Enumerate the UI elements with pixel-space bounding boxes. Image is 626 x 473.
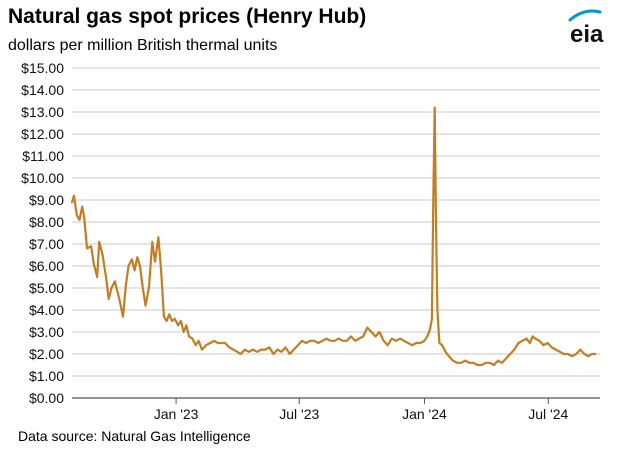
y-tick-label: $9.00: [29, 192, 64, 208]
y-tick-label: $8.00: [29, 214, 64, 230]
y-tick-label: $4.00: [29, 302, 64, 318]
price-series-line: [70, 106, 597, 367]
y-tick-label: $12.00: [21, 126, 64, 142]
y-tick-label: $5.00: [29, 280, 64, 296]
y-tick-label: $6.00: [29, 258, 64, 274]
y-tick-label: $0.00: [29, 390, 64, 406]
eia-logo-icon: eia: [566, 6, 620, 48]
x-tick-label: Jul '24: [528, 406, 568, 422]
y-tick-label: $1.00: [29, 368, 64, 384]
y-tick-label: $10.00: [21, 170, 64, 186]
x-tick-label: Jan '24: [402, 406, 447, 422]
x-tick-label: Jan '23: [154, 406, 199, 422]
y-tick-label: $3.00: [29, 324, 64, 340]
y-tick-label: $7.00: [29, 236, 64, 252]
data-source: Data source: Natural Gas Intelligence: [18, 428, 251, 444]
y-tick-label: $13.00: [21, 104, 64, 120]
chart-title: Natural gas spot prices (Henry Hub): [8, 5, 367, 28]
x-tick-label: Jul '23: [279, 406, 319, 422]
y-tick-label: $2.00: [29, 346, 64, 362]
y-tick-label: $15.00: [21, 60, 64, 76]
logo-text: eia: [570, 21, 604, 46]
y-tick-label: $11.00: [22, 148, 64, 164]
y-tick-label: $14.00: [21, 82, 64, 98]
chart-subtitle: dollars per million British thermal unit…: [8, 37, 278, 54]
